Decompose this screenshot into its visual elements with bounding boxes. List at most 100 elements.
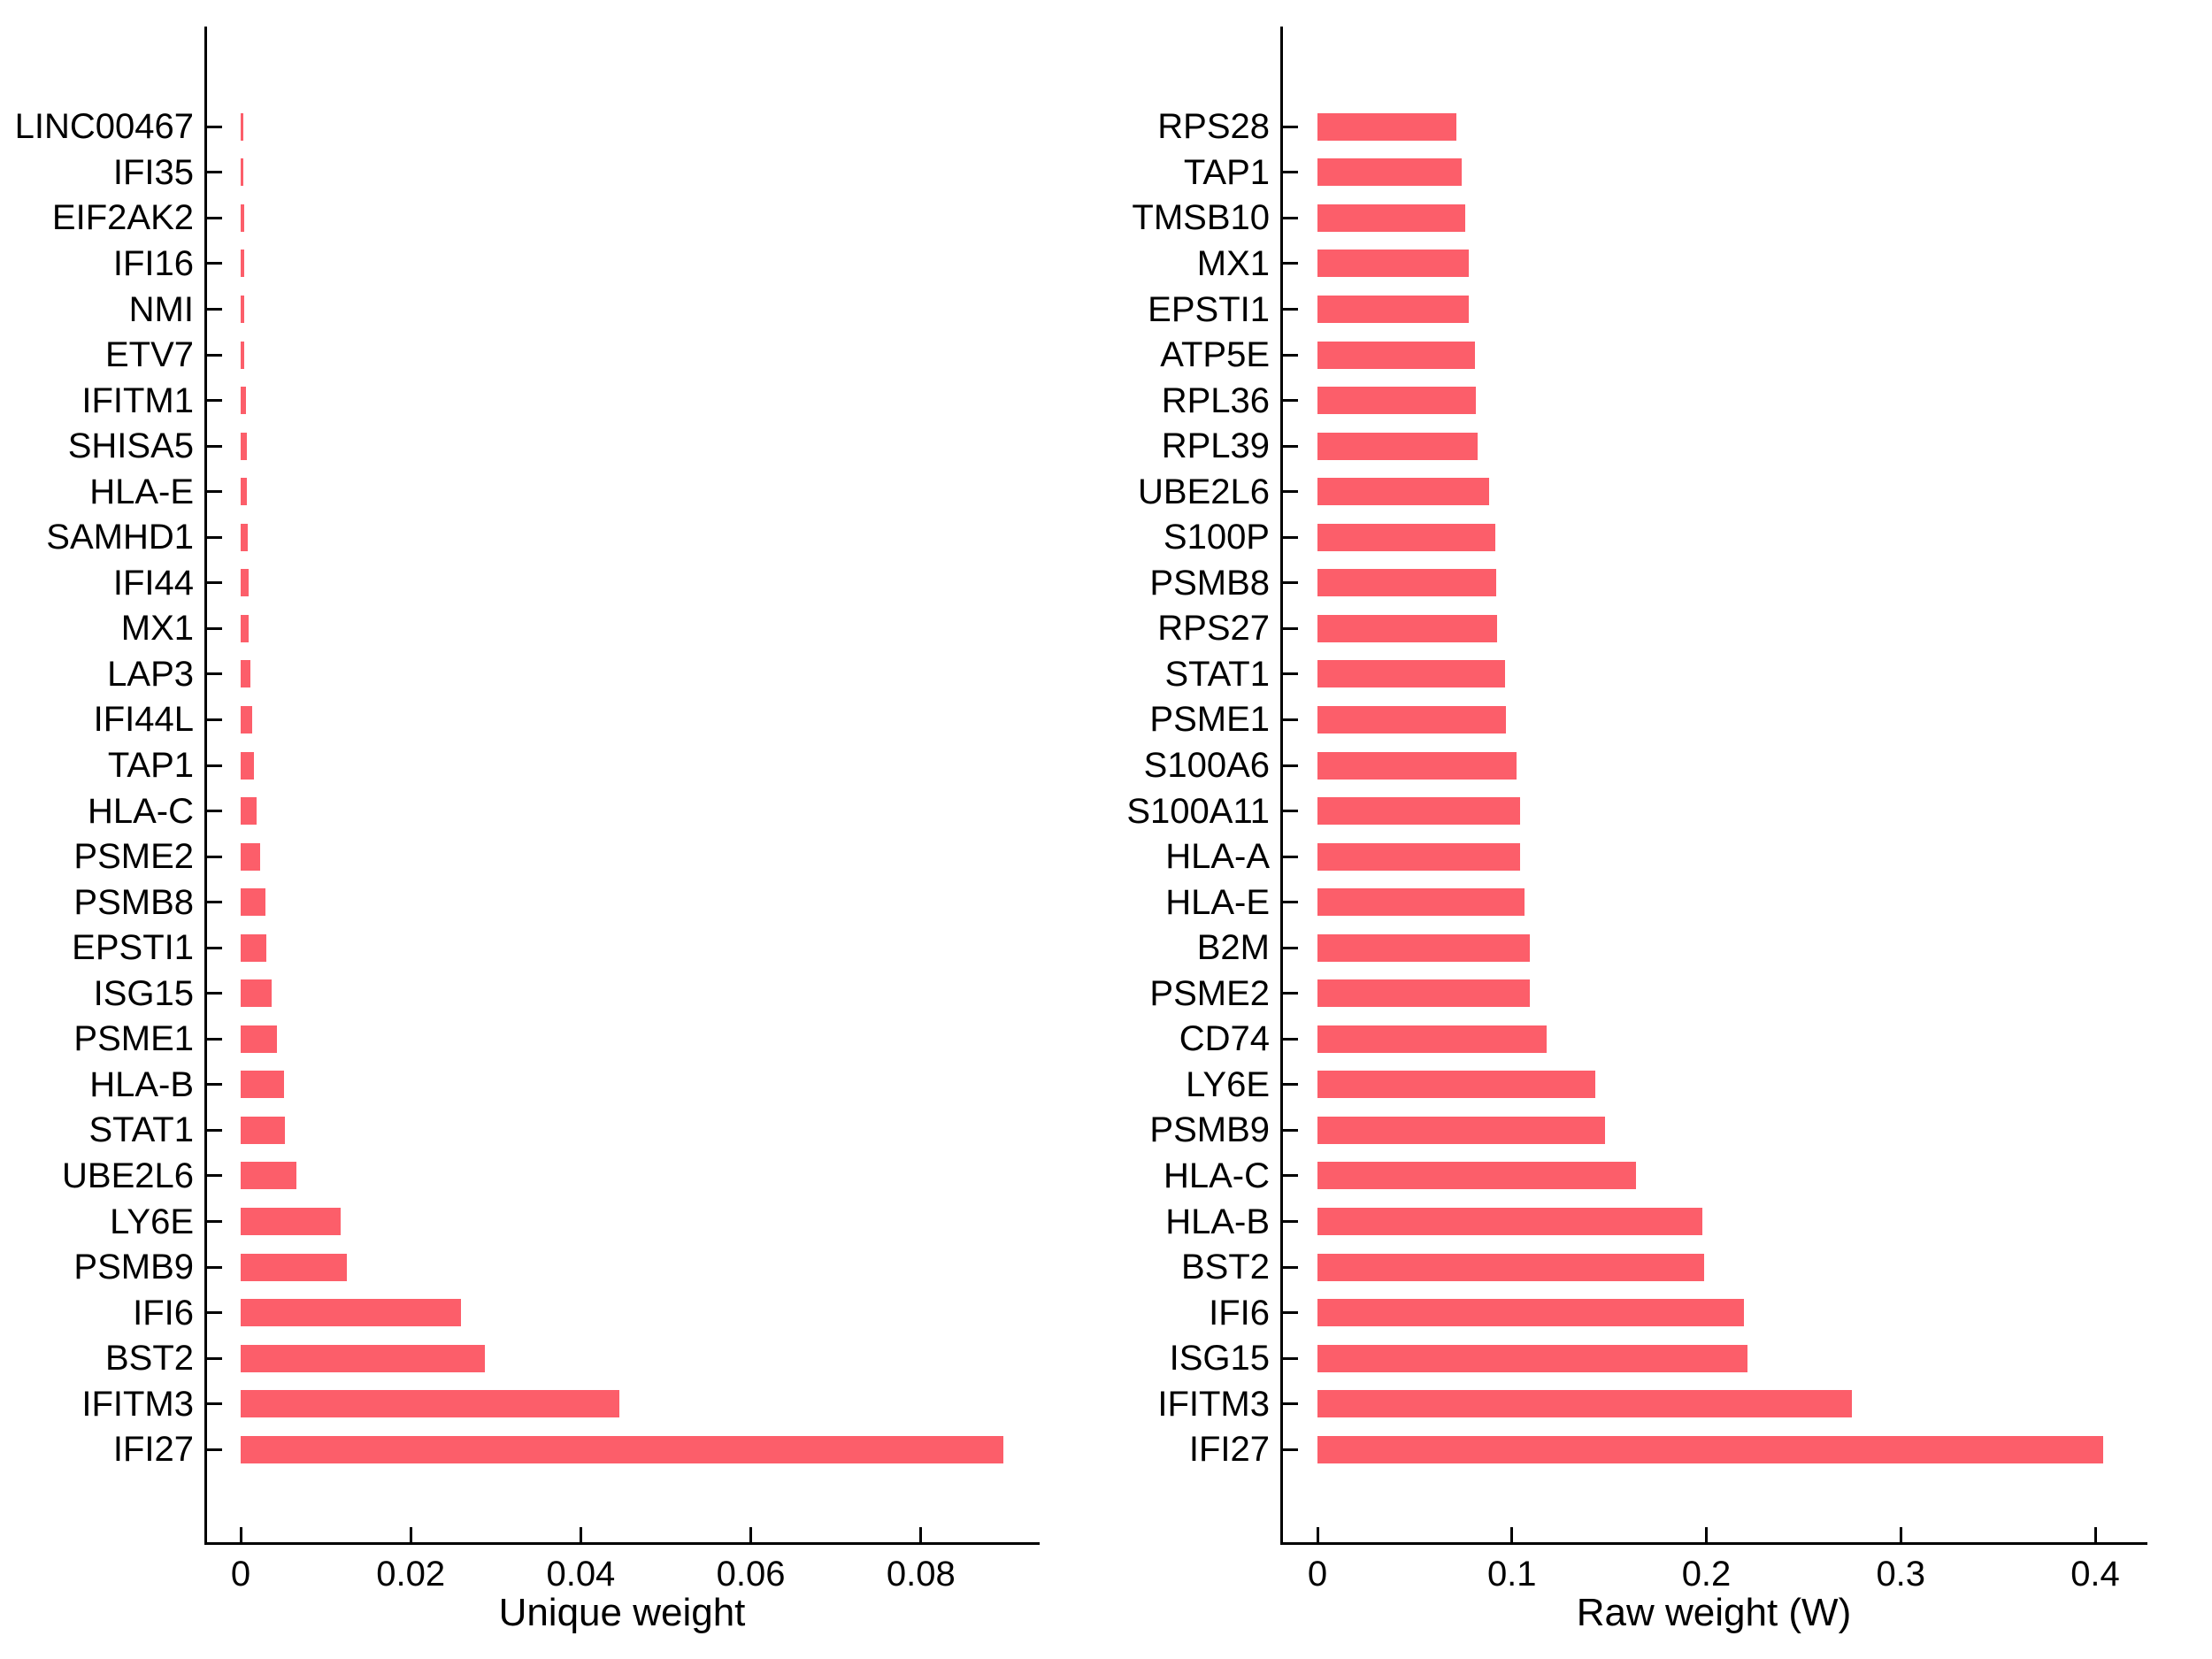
x-axis-line [204, 1542, 1040, 1545]
y-tick-label: PSMB8 [73, 882, 194, 922]
y-tick-label: IFI27 [1188, 1430, 1270, 1470]
y-tick-label: MX1 [120, 609, 194, 649]
bar [241, 1253, 348, 1281]
bar [1317, 751, 1517, 780]
y-tick [207, 1448, 222, 1451]
y-tick-label: IFI6 [1209, 1293, 1270, 1333]
y-tick [207, 125, 222, 128]
x-tick [239, 1527, 242, 1542]
y-tick-label: RPS27 [1157, 609, 1270, 649]
y-tick [207, 581, 222, 585]
y-tick-label: ATP5E [1160, 335, 1270, 375]
bar [241, 387, 246, 415]
x-tick-label: 0.3 [1876, 1555, 1926, 1594]
bar [241, 979, 273, 1008]
x-tick [409, 1527, 412, 1542]
y-tick-label: TAP1 [107, 746, 194, 785]
y-tick [207, 535, 222, 539]
y-tick [1283, 1083, 1298, 1087]
y-tick [207, 764, 222, 767]
bar [241, 1116, 285, 1144]
bar [1317, 523, 1495, 551]
y-tick [207, 1083, 222, 1087]
y-tick-label: RPL39 [1161, 426, 1270, 466]
x-tick-label: 0.02 [376, 1555, 446, 1594]
bar [241, 614, 250, 642]
y-tick-label: TMSB10 [1132, 198, 1270, 238]
bar [1317, 1390, 1853, 1418]
bar [1317, 1116, 1605, 1144]
y-tick-label: PSME1 [73, 1019, 194, 1059]
x-axis-title: Raw weight (W) [1576, 1591, 1852, 1634]
y-tick [207, 1128, 222, 1132]
bar [1317, 705, 1507, 733]
bar [241, 250, 244, 278]
y-tick [207, 1311, 222, 1315]
y-tick [1283, 490, 1298, 494]
y-tick-label: STAT1 [88, 1110, 194, 1150]
bar [1317, 797, 1520, 826]
y-tick-label: EPSTI1 [72, 928, 194, 968]
y-tick-label: CD74 [1179, 1019, 1270, 1059]
y-tick [207, 992, 222, 995]
y-tick-label: IFI44L [93, 700, 194, 740]
bar [241, 1208, 342, 1235]
bar [241, 478, 248, 506]
x-axis-line [1280, 1542, 2147, 1545]
y-tick [1283, 308, 1298, 311]
bar [1317, 1162, 1637, 1190]
y-tick [207, 1174, 222, 1178]
bar [241, 432, 247, 460]
y-tick-label: RPS28 [1157, 107, 1270, 147]
y-tick [207, 810, 222, 813]
y-tick [1283, 1128, 1298, 1132]
bar [1317, 842, 1521, 871]
y-tick [207, 171, 222, 174]
x-tick-label: 0.1 [1486, 1555, 1537, 1594]
bar [241, 1071, 285, 1099]
bar [1317, 1253, 1705, 1281]
x-tick-label: 0.08 [886, 1555, 956, 1594]
y-tick [1283, 125, 1298, 128]
x-tick-label: 0 [1307, 1555, 1328, 1594]
bar [1317, 1344, 1748, 1372]
y-tick-label: PSMB9 [1149, 1110, 1270, 1150]
x-tick [1705, 1527, 1708, 1542]
bar [1317, 432, 1478, 460]
y-tick [1283, 992, 1298, 995]
bar [1317, 979, 1531, 1008]
y-tick [1283, 1311, 1298, 1315]
bar [241, 1390, 619, 1418]
y-tick-label: BST2 [1180, 1248, 1270, 1287]
x-tick [579, 1527, 582, 1542]
y-tick [1283, 216, 1298, 219]
y-tick-label: IFI35 [112, 152, 194, 192]
y-tick [1283, 353, 1298, 357]
y-tick-label: IFITM3 [1157, 1384, 1270, 1424]
y-tick [1283, 444, 1298, 448]
y-tick-label: LY6E [110, 1202, 194, 1241]
y-tick [207, 1356, 222, 1360]
y-tick [207, 1220, 222, 1223]
y-tick [207, 1037, 222, 1041]
y-tick-label: RPL36 [1161, 380, 1270, 420]
y-tick-label: HLA-E [1165, 882, 1270, 922]
y-tick-label: HLA-E [89, 472, 194, 511]
bar [241, 296, 244, 323]
bar [1317, 1299, 1745, 1327]
y-tick-label: PSME2 [73, 837, 194, 877]
y-tick-label: HLA-C [87, 791, 194, 831]
y-tick [1283, 1356, 1298, 1360]
x-tick [749, 1527, 753, 1542]
y-tick [1283, 672, 1298, 676]
x-tick [1316, 1527, 1319, 1542]
bar [241, 1299, 461, 1327]
y-tick [1283, 1037, 1298, 1041]
x-tick [2093, 1527, 2097, 1542]
bar [241, 569, 249, 597]
y-tick [1283, 764, 1298, 767]
bar [1317, 888, 1525, 917]
bar [241, 158, 244, 187]
